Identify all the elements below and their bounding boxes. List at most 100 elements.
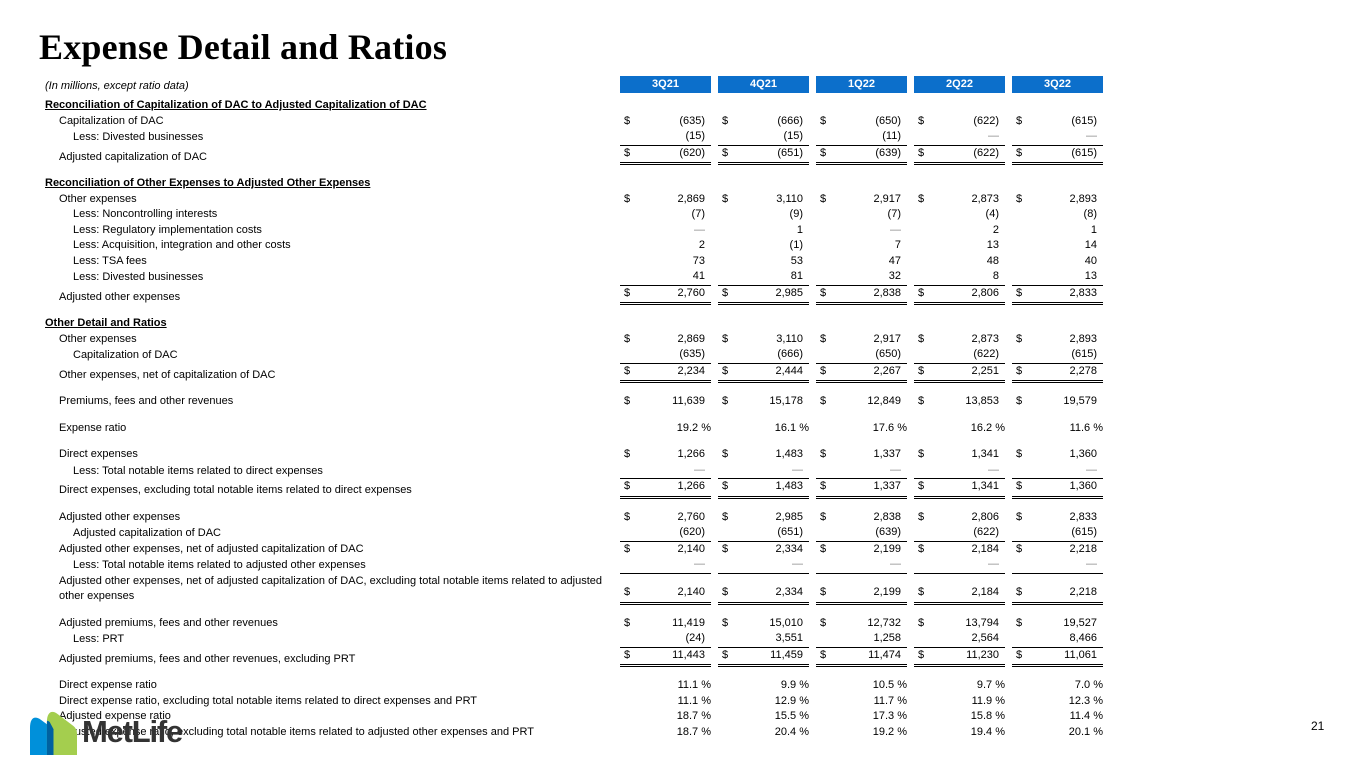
cell-value: 3,551 xyxy=(775,632,803,644)
cell-value: 1 xyxy=(1090,223,1097,236)
cell-value: 1,341 xyxy=(971,448,999,460)
row-label: Less: Acquisition, integration and other… xyxy=(73,239,291,251)
cell-value: — xyxy=(890,463,901,476)
value-cell: $ (666) xyxy=(718,114,809,130)
cell-value: 2,873 xyxy=(971,192,999,205)
cell-value: 53 xyxy=(790,254,803,267)
value-cell: — xyxy=(620,223,711,239)
value-cell: — xyxy=(620,463,711,479)
cell-value: 2 xyxy=(992,223,999,236)
value-cell: $2,278 xyxy=(1012,364,1103,383)
value-cell: $2,833 xyxy=(1012,510,1103,526)
column-header-2q22: 2Q22 xyxy=(914,76,1005,93)
value-cell: (1) xyxy=(718,238,809,254)
cell-value: (666) xyxy=(777,348,803,360)
cell-value: 19,527 xyxy=(1063,616,1097,629)
row-values: — — — — — xyxy=(620,557,1103,574)
dollar-sign: $ xyxy=(1016,286,1023,299)
value-cell: 2,564 xyxy=(914,631,1005,648)
column-header-3q21: 3Q21 xyxy=(620,76,711,93)
dollar-sign: $ xyxy=(722,542,729,555)
value-cell: 1,258 xyxy=(816,631,907,648)
row-label: Adjusted expense ratio, excluding total … xyxy=(59,725,534,738)
value-cell: $2,917 xyxy=(816,332,907,348)
row-label: Less: PRT xyxy=(73,633,125,645)
value-cell: $11,230 xyxy=(914,648,1005,667)
value-cell: 1 xyxy=(1012,223,1103,239)
value-cell: $ (651) xyxy=(718,146,809,165)
table-row: Direct expenses $1,266 $1,483 $1,337 $1,341 $… xyxy=(45,447,1103,463)
value-cell: 7.0 % xyxy=(1012,678,1103,694)
value-cell: (15) xyxy=(620,129,711,146)
cell-value: 17.6 % xyxy=(872,421,907,434)
table-row: Adjusted other expenses, net of adjusted… xyxy=(45,574,1103,605)
value-cell: (15) xyxy=(718,129,809,146)
cell-value: 2,760 xyxy=(677,510,705,523)
value-cell: $2,267 xyxy=(816,364,907,383)
column-header-3q22: 3Q22 xyxy=(1012,76,1103,93)
cell-value: 1,360 xyxy=(1069,448,1097,460)
section-header-row: Reconciliation of Other Expenses to Adju… xyxy=(45,176,1103,192)
value-cell: (615) xyxy=(1012,347,1103,364)
cell-value: 13,853 xyxy=(965,395,999,407)
cell-value: 2,806 xyxy=(971,510,999,523)
row-values: 18.7 % 20.4 % 19.2 % 19.4 % 20.1 % xyxy=(620,725,1103,741)
value-cell: $2,893 xyxy=(1012,192,1103,208)
value-cell: $2,184 xyxy=(914,542,1005,558)
table-body: Reconciliation of Capitalization of DAC … xyxy=(45,98,1103,740)
cell-value: (651) xyxy=(777,146,803,159)
page-number: 21 xyxy=(1311,719,1325,733)
row-label: Adjusted other expenses xyxy=(59,510,181,523)
cell-value: — xyxy=(694,558,705,570)
dollar-sign: $ xyxy=(918,542,925,555)
dollar-sign: $ xyxy=(624,648,631,661)
cell-value: 2,444 xyxy=(775,364,803,377)
value-cell: (666) xyxy=(718,347,809,364)
cell-value: 18.7 % xyxy=(676,710,711,722)
row-values: 11.1 % 12.9 % 11.7 % 11.9 % 12.3 % xyxy=(620,694,1103,710)
dollar-sign: $ xyxy=(918,114,925,127)
cell-value: 2,893 xyxy=(1069,192,1097,205)
row-values: $11,419 $15,010 $12,732 $13,794 $19,527 xyxy=(620,616,1103,632)
cell-value: 2,833 xyxy=(1069,286,1097,299)
column-headers: 3Q21 4Q21 1Q22 2Q22 3Q22 xyxy=(620,76,1103,93)
row-values: (24) 3,551 1,258 2,564 8,466 xyxy=(620,631,1103,648)
cell-value: (622) xyxy=(973,526,999,538)
table-row: Capitalization of DAC (635) (666) (650) (622… xyxy=(45,347,1103,364)
dollar-sign: $ xyxy=(624,364,631,377)
value-cell: — xyxy=(914,557,1005,574)
cell-value: 2,838 xyxy=(873,510,901,523)
value-cell: $2,873 xyxy=(914,192,1005,208)
value-cell: $2,334 xyxy=(718,542,809,558)
table-row: Adjusted other expenses $2,760 $2,985 $2,83… xyxy=(45,510,1103,526)
cell-value: 15,010 xyxy=(769,616,803,629)
value-cell: $1,341 xyxy=(914,447,1005,463)
row-label: Less: Regulatory implementation costs xyxy=(73,223,262,236)
dollar-sign: $ xyxy=(624,114,631,127)
dollar-sign: $ xyxy=(722,114,729,127)
cell-value: 2,760 xyxy=(677,286,705,299)
cell-value: 2,234 xyxy=(677,364,705,377)
cell-value: 2,218 xyxy=(1069,542,1097,555)
value-cell: $2,893 xyxy=(1012,332,1103,348)
value-cell: 11.7 % xyxy=(816,694,907,710)
cell-value: 2,838 xyxy=(873,286,901,299)
row-values: (15) (15) (11) — — xyxy=(620,129,1103,146)
value-cell: 2 xyxy=(620,238,711,254)
value-cell: $3,110 xyxy=(718,192,809,208)
dollar-sign: $ xyxy=(918,480,925,492)
dollar-sign: $ xyxy=(1016,586,1023,598)
row-label: Expense ratio xyxy=(59,421,127,434)
metlife-wordmark: MetLife xyxy=(82,714,183,749)
cell-value: 12.9 % xyxy=(774,694,809,707)
value-cell: $2,806 xyxy=(914,510,1005,526)
dollar-sign: $ xyxy=(624,616,631,629)
table-row: Capitalization of DAC $ (635) $ (666) $ (650) $… xyxy=(45,114,1103,130)
value-cell: 18.7 % xyxy=(620,725,711,741)
dollar-sign: $ xyxy=(624,286,631,299)
value-cell: $ (615) xyxy=(1012,114,1103,130)
value-cell: 53 xyxy=(718,254,809,270)
dollar-sign: $ xyxy=(918,332,925,345)
row-values: $ (635) $ (666) $ (650) $ (622) $ (615) xyxy=(620,114,1103,130)
cell-value: 2,869 xyxy=(677,192,705,205)
